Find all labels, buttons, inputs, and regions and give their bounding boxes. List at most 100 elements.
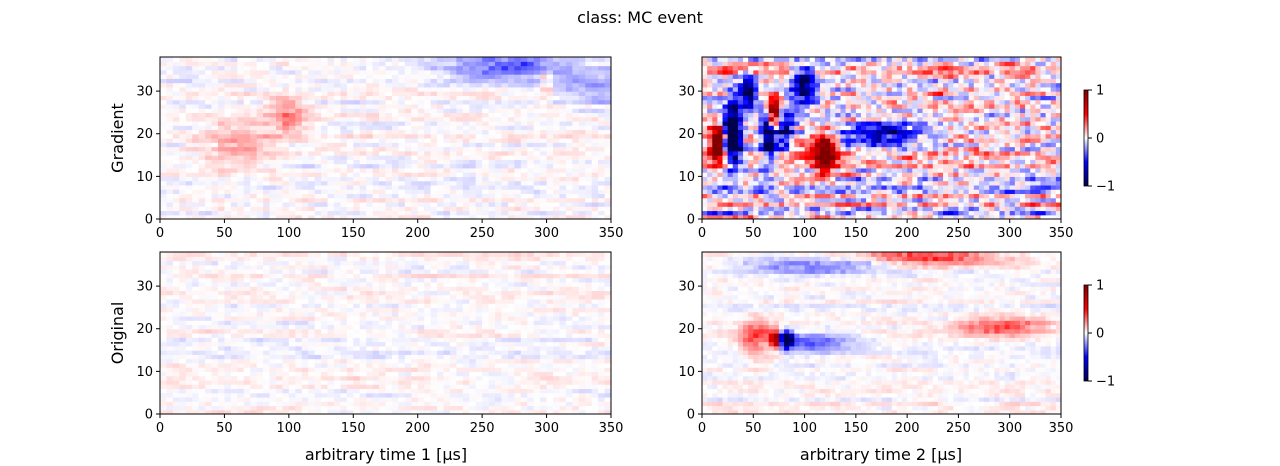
heatmap-cell xyxy=(501,180,509,186)
heatmap-cell xyxy=(514,82,522,88)
heatmap-cell xyxy=(456,159,464,165)
heatmap-cell xyxy=(860,167,867,173)
heatmap-cell xyxy=(488,214,496,219)
heatmap-cell xyxy=(789,189,795,195)
heatmap-cell xyxy=(840,197,847,203)
heatmap-cell xyxy=(1040,193,1047,199)
heatmap-cell xyxy=(881,159,888,165)
heatmap-cell xyxy=(379,103,387,109)
heatmap-cell xyxy=(372,197,380,203)
heatmap-cell xyxy=(205,210,213,216)
heatmap-cell xyxy=(482,74,490,79)
heatmap-cell xyxy=(1030,210,1036,216)
heatmap-cell xyxy=(198,133,206,139)
heatmap-cell xyxy=(565,176,573,182)
heatmap-cell xyxy=(1055,176,1061,182)
heatmap-cell xyxy=(211,210,219,216)
heatmap-cell xyxy=(321,112,329,118)
heatmap-cell xyxy=(932,129,939,135)
heatmap-cell xyxy=(866,146,872,152)
heatmap-cell xyxy=(891,155,898,160)
heatmap-cell xyxy=(953,99,960,105)
heatmap-cell xyxy=(876,133,883,139)
heatmap-cell xyxy=(172,189,180,195)
heatmap-cell xyxy=(327,163,335,169)
heatmap-cell xyxy=(953,125,960,131)
heatmap-cell xyxy=(789,78,795,84)
heatmap-cell xyxy=(372,167,380,173)
heatmap-cell xyxy=(411,95,419,101)
heatmap-cell xyxy=(927,120,934,126)
heatmap-cell xyxy=(507,210,515,216)
heatmap-cell xyxy=(922,159,929,165)
heatmap-cell xyxy=(840,138,847,143)
heatmap-cell xyxy=(958,159,965,165)
heatmap-cell xyxy=(417,125,425,131)
heatmap-cell xyxy=(250,138,258,143)
heatmap-cell xyxy=(871,116,877,122)
heatmap-cell xyxy=(855,206,862,212)
heatmap-cell xyxy=(327,78,335,84)
heatmap-cell xyxy=(469,206,477,212)
heatmap-cell xyxy=(166,99,174,105)
heatmap-cell xyxy=(814,180,821,186)
heatmap-cell xyxy=(717,133,724,139)
heatmap-cell xyxy=(702,163,708,169)
heatmap-cell xyxy=(469,176,477,182)
heatmap-cell xyxy=(192,91,200,96)
heatmap-cell xyxy=(172,133,180,139)
heatmap-cell xyxy=(717,206,724,212)
heatmap-cell xyxy=(809,108,816,114)
heatmap-cell xyxy=(256,95,264,101)
heatmap-cell xyxy=(922,214,929,219)
heatmap-cell xyxy=(250,142,258,148)
heatmap-cell xyxy=(346,138,354,143)
heatmap-cell xyxy=(166,69,174,75)
heatmap-cell xyxy=(391,142,399,148)
heatmap-cell xyxy=(198,129,206,135)
heatmap-cell xyxy=(166,193,174,199)
heatmap-cell xyxy=(860,159,867,165)
heatmap-cell xyxy=(166,125,174,131)
heatmap-cell xyxy=(520,112,528,118)
heatmap-cell xyxy=(937,125,944,131)
heatmap-cell xyxy=(722,142,729,148)
heatmap-cell xyxy=(891,197,898,203)
heatmap-cell xyxy=(737,180,744,186)
heatmap-cell xyxy=(340,69,348,75)
heatmap-cell xyxy=(840,150,847,156)
heatmap-cell xyxy=(353,180,361,186)
heatmap-cell xyxy=(835,197,842,203)
heatmap-cell xyxy=(1030,82,1036,88)
heatmap-cell xyxy=(482,116,490,122)
heatmap-cell xyxy=(295,167,303,173)
heatmap-cell xyxy=(876,86,883,92)
heatmap-cell xyxy=(533,133,541,139)
heatmap-cell xyxy=(794,150,801,156)
heatmap-cell xyxy=(932,163,939,169)
heatmap-cell xyxy=(346,184,354,190)
heatmap-cell xyxy=(604,146,611,152)
x-tick-label: 200 xyxy=(405,226,430,241)
heatmap-cell xyxy=(953,206,960,212)
heatmap-cell xyxy=(230,86,238,92)
heatmap-cell xyxy=(789,155,795,160)
heatmap-cell xyxy=(437,69,445,75)
heatmap-cell xyxy=(456,86,464,92)
heatmap-cell xyxy=(475,206,483,212)
heatmap-cell xyxy=(727,210,734,216)
heatmap-cell xyxy=(758,150,765,156)
heatmap-cell xyxy=(488,99,496,105)
heatmap-cell xyxy=(172,74,180,79)
heatmap-cell xyxy=(886,78,893,84)
heatmap-cell xyxy=(166,172,174,177)
heatmap-cell xyxy=(475,197,483,203)
heatmap-cell xyxy=(553,78,561,84)
heatmap-cell xyxy=(845,146,852,152)
heatmap-cell xyxy=(263,91,271,96)
heatmap-cell xyxy=(198,155,206,160)
heatmap-cell xyxy=(185,86,193,92)
heatmap-cell xyxy=(1019,167,1026,173)
heatmap-cell xyxy=(881,201,888,207)
heatmap-cell xyxy=(256,155,264,160)
